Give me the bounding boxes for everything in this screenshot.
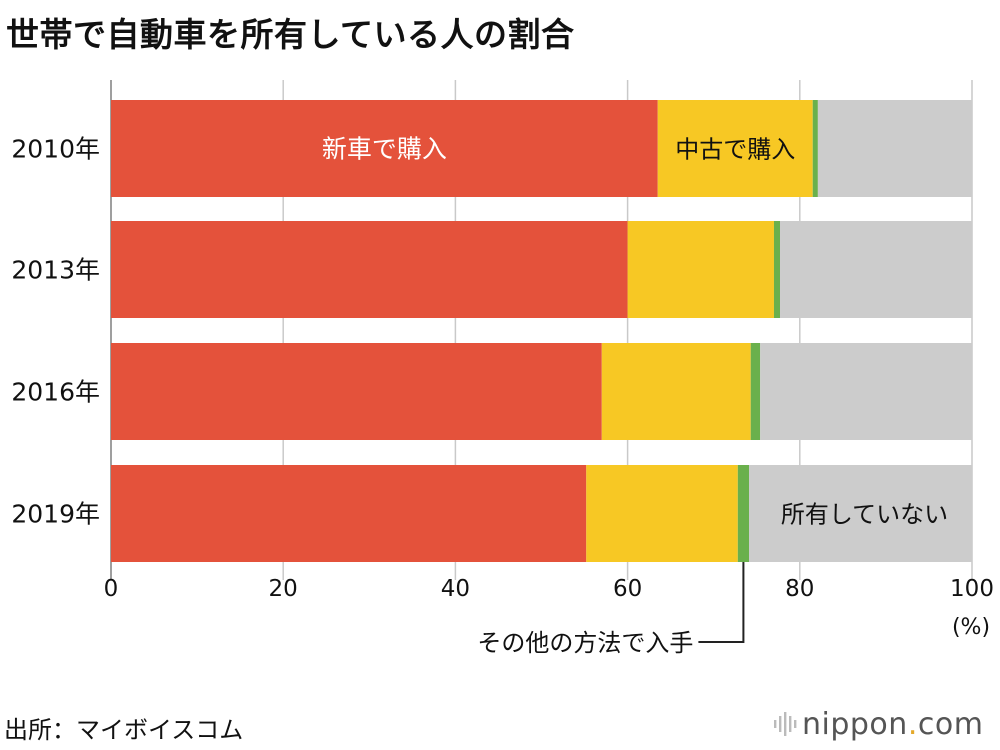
label-used-car: 中古で購入 xyxy=(675,136,795,164)
bar-other-1 xyxy=(773,221,780,318)
bar-used_car-0 xyxy=(657,100,813,197)
logo-dot: . xyxy=(907,706,918,742)
bar-other-3 xyxy=(737,465,750,562)
logo-suffix: com xyxy=(917,706,984,742)
bar-used_car-3 xyxy=(586,465,738,562)
tick-label-20: 20 xyxy=(269,576,298,602)
bar-layer xyxy=(111,100,972,562)
tick-label-60: 60 xyxy=(613,576,642,602)
category-label: 2010年 xyxy=(11,135,100,164)
bar-new_car-0 xyxy=(111,100,658,197)
bar-not_owned-2 xyxy=(760,343,972,440)
chart-title: 世帯で自動車を所有している人の割合 xyxy=(6,15,575,54)
tick-label-80: 80 xyxy=(785,576,814,602)
bar-other-0 xyxy=(812,100,818,197)
label-not-owned: 所有していない xyxy=(781,501,948,529)
bar-new_car-3 xyxy=(111,465,587,562)
label-new-car: 新車で購入 xyxy=(322,135,447,164)
category-label: 2019年 xyxy=(11,500,100,529)
bar-not_owned-0 xyxy=(817,100,972,197)
leader-line-other xyxy=(698,562,745,643)
logo-name: nippon xyxy=(802,706,908,742)
label-other: その他の方法で入手 xyxy=(477,629,693,657)
bar-not_owned-3 xyxy=(749,465,972,562)
bar-not_owned-1 xyxy=(779,221,972,318)
bar-used_car-2 xyxy=(601,343,751,440)
category-labels: 2010年 2013年 2016年 2019年 xyxy=(11,135,100,529)
x-axis-unit: (%) xyxy=(952,615,990,640)
source-note: 出所：マイボイスコム xyxy=(4,716,244,744)
bar-other-2 xyxy=(750,343,761,440)
bar-used_car-1 xyxy=(627,221,774,318)
tick-label-100: 100 xyxy=(950,576,994,602)
bar-new_car-1 xyxy=(111,221,628,318)
tick-label-0: 0 xyxy=(104,576,119,602)
category-label: 2013年 xyxy=(11,256,100,285)
nippon-logo: nippon.com xyxy=(772,704,983,744)
tick-label-40: 40 xyxy=(441,576,470,602)
sound-wave-icon xyxy=(774,712,797,736)
bar-new_car-2 xyxy=(111,343,602,440)
x-axis-ticks: 0 20 40 60 80 100 (%) xyxy=(104,576,994,640)
category-label: 2016年 xyxy=(11,378,100,407)
